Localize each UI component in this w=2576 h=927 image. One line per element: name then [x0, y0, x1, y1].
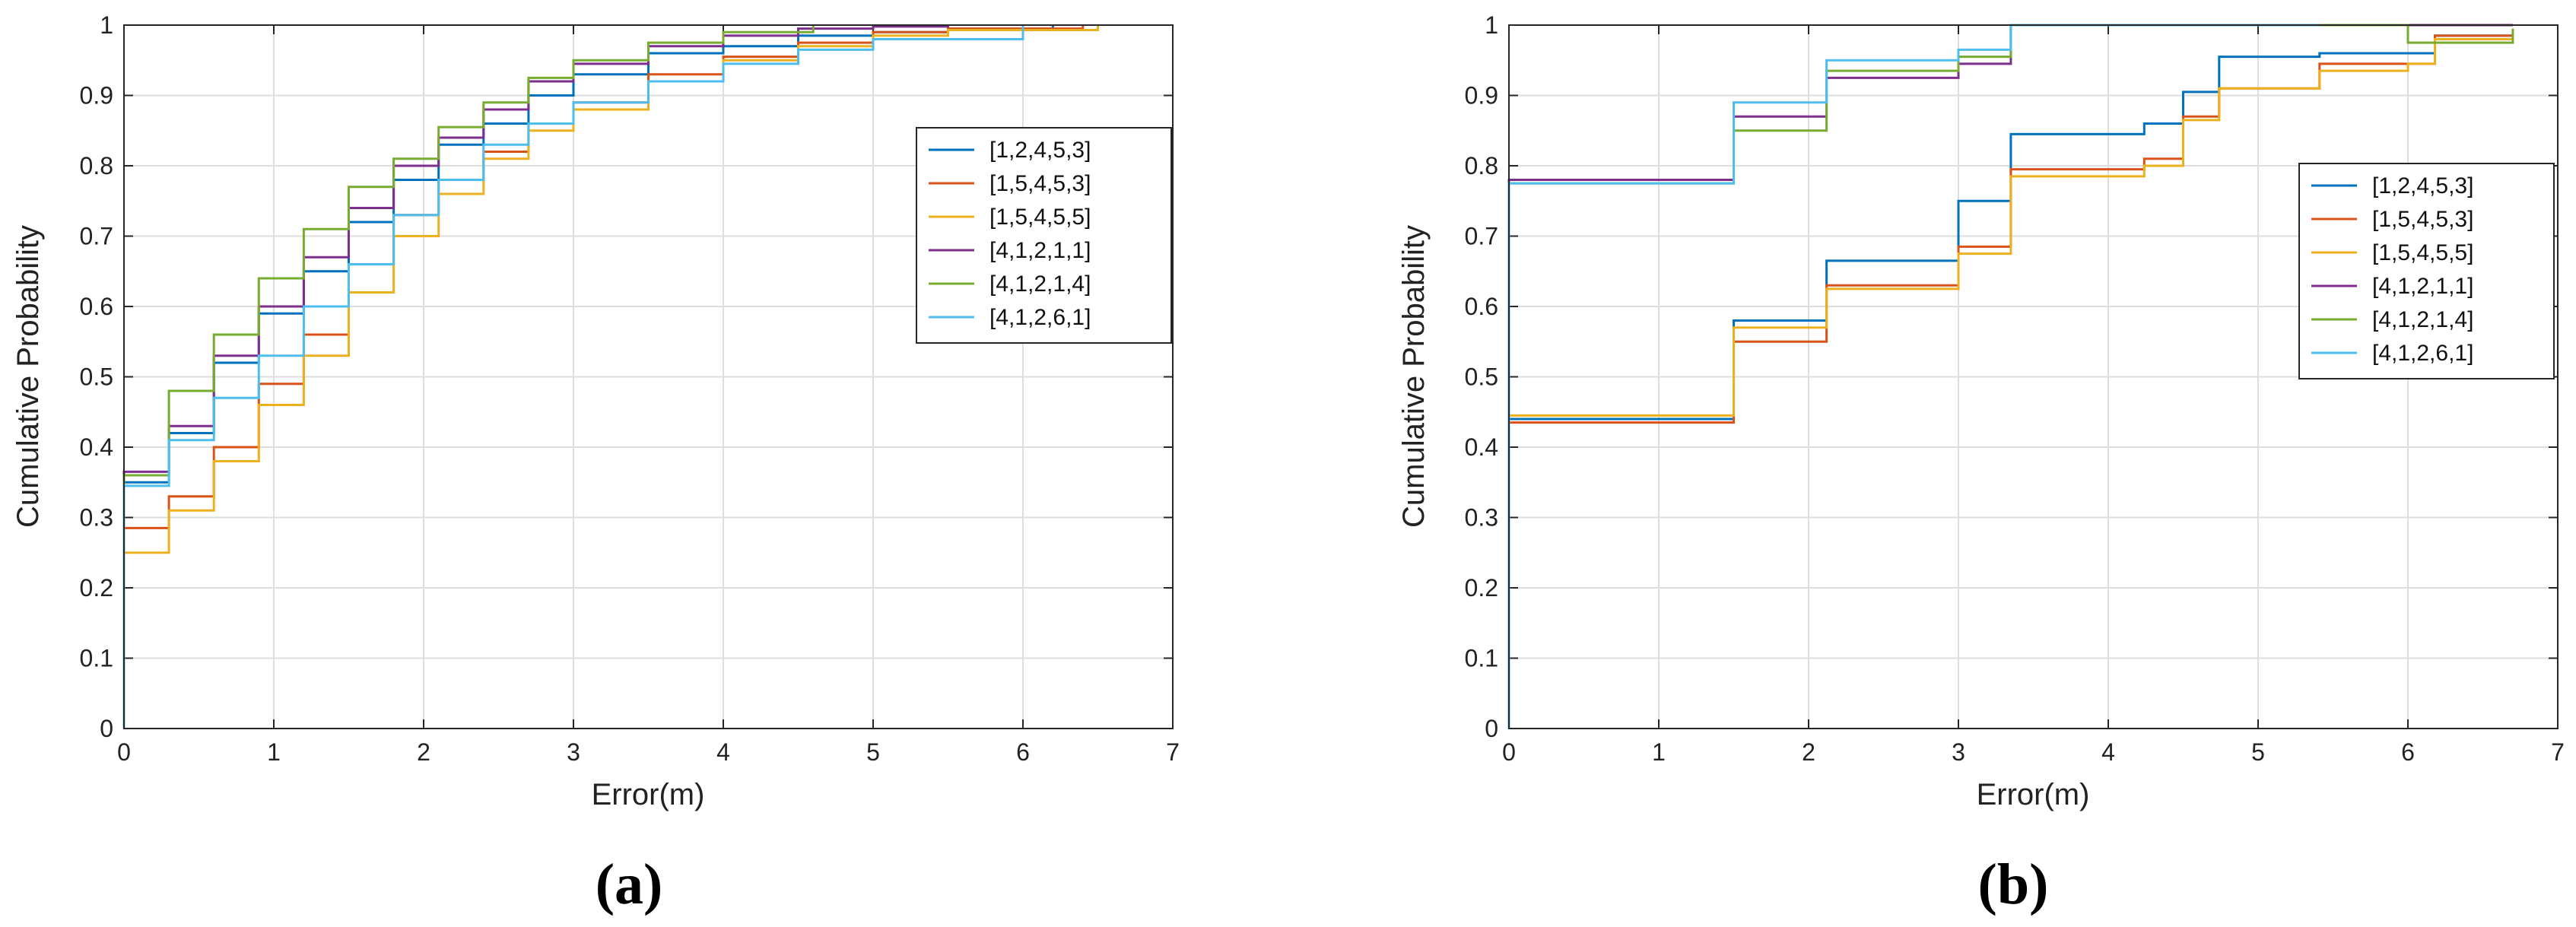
chart-a-x-tick-label: 2: [417, 738, 430, 766]
chart-b-y-tick-label: 0.4: [1465, 433, 1498, 461]
chart-a-y-tick-label: 0.8: [80, 152, 113, 179]
chart-a-x-tick-labels: 0 1 2 3 4 5 6 7: [117, 738, 1180, 766]
chart-b: 0 1 2 3 4 5 6 7 0 0.1 0.2 0.3 0.4 0.5 0.6 0.7 0.8 0.9 1 E…: [1397, 11, 2565, 916]
chart-a-y-tick-labels: 0 0.1 0.2 0.3 0.4 0.5 0.6 0.7 0.8 0.9 1: [80, 11, 113, 742]
chart-b-x-tick-label: 3: [1952, 738, 1965, 766]
chart-b-legend-label-2: [1,5,4,5,3]: [2372, 207, 2473, 232]
chart-a-legend-label-1: [1,2,4,5,3]: [989, 138, 1091, 163]
chart-b-y-tick-label: 0.9: [1465, 82, 1498, 110]
chart-b-x-tick-label: 7: [2551, 738, 2565, 766]
chart-a-x-tick-label: 4: [716, 738, 730, 766]
chart-a-y-tick-label: 0: [100, 715, 113, 742]
chart-a-legend-label-3: [1,5,4,5,5]: [989, 205, 1091, 230]
chart-a-legend-entries: [1,2,4,5,3] [1,5,4,5,3] [1,5,4,5,5] [4,1,2,…: [929, 138, 1091, 330]
chart-a-legend-box: [916, 127, 1172, 344]
chart-b-x-tick-label: 1: [1652, 738, 1666, 766]
chart-b-legend[interactable]: [1,2,4,5,3] [1,5,4,5,3] [1,5,4,5,5] [4,1,2,…: [2298, 163, 2555, 379]
chart-b-y-tick-label: 0.7: [1465, 223, 1498, 250]
chart-a-series-line-6: [122, 25, 1024, 729]
chart-a-y-tick-label: 0.7: [80, 223, 113, 250]
chart-b-series-line-3: [1507, 35, 2514, 729]
chart-a-y-tick-label: 0.6: [80, 293, 113, 320]
chart-b-xlabel: Error(m): [1977, 778, 2090, 811]
chart-b-y-tick-label: 1: [1485, 11, 1498, 39]
chart-a-x-tick-label: 0: [117, 738, 131, 766]
chart-b-x-tick-label: 6: [2401, 738, 2415, 766]
chart-a-x-tick-label: 3: [567, 738, 580, 766]
chart-b-y-tick-label: 0: [1485, 715, 1498, 742]
chart-a-y-tick-label: 0.5: [80, 363, 113, 391]
chart-a-x-tick-label: 6: [1016, 738, 1030, 766]
chart-b-series-line-1: [1507, 34, 2513, 729]
chart-a-y-tick-label: 0.3: [80, 504, 113, 532]
chart-a-x-tick-label: 5: [866, 738, 880, 766]
chart-b-x-tick-label: 0: [1502, 738, 1516, 766]
chart-a-legend[interactable]: [1,2,4,5,3] [1,5,4,5,3] [1,5,4,5,5] [4,1,2,…: [916, 127, 1172, 344]
chart-a-legend-label-4: [4,1,2,1,1]: [989, 238, 1091, 263]
chart-a-panel-label: (a): [596, 852, 663, 916]
chart-b-panel-label: (b): [1978, 852, 2049, 916]
chart-a-legend-label-2: [1,5,4,5,3]: [989, 171, 1091, 196]
chart-a-x-tick-label: 1: [267, 738, 281, 766]
chart-b-legend-label-3: [1,5,4,5,5]: [2372, 240, 2473, 265]
chart-b-x-tick-label: 5: [2251, 738, 2265, 766]
chart-a-series-line-5: [122, 25, 815, 729]
chart-a-xlabel: Error(m): [592, 778, 705, 811]
chart-a-ylabel: Cumulative Probability: [11, 225, 45, 528]
chart-b-legend-box: [2298, 163, 2555, 379]
chart-a-series-line-4: [122, 25, 949, 729]
chart-a: 0 1 2 3 4 5 6 7 0 0.1 0.2 0.3 0.4 0.5 0.6 0.7 0.8 0.9 1 E…: [11, 11, 1180, 916]
chart-b-y-tick-label: 0.2: [1465, 574, 1498, 602]
chart-a-legend-label-5: [4,1,2,1,4]: [989, 271, 1091, 297]
chart-a-y-tick-label: 0.2: [80, 574, 113, 602]
chart-b-x-tick-label: 2: [1802, 738, 1815, 766]
chart-b-ylabel: Cumulative Probability: [1397, 225, 1431, 528]
chart-b-legend-label-1: [1,2,4,5,3]: [2372, 173, 2473, 198]
chart-b-plot-frame: [1508, 24, 2559, 729]
chart-b-y-tick-labels: 0 0.1 0.2 0.3 0.4 0.5 0.6 0.7 0.8 0.9 1: [1465, 11, 1498, 742]
chart-b-series-lines: [1507, 24, 2514, 729]
chart-b-x-tick-labels: 0 1 2 3 4 5 6 7: [1502, 738, 2565, 766]
chart-b-x-tick-label: 4: [2101, 738, 2115, 766]
chart-b-y-tick-label: 0.3: [1465, 504, 1498, 532]
chart-b-series-line-2: [1507, 34, 2513, 729]
chart-a-legend-label-6: [4,1,2,6,1]: [989, 305, 1091, 330]
chart-b-legend-label-4: [4,1,2,1,1]: [2372, 274, 2473, 299]
chart-a-series-lines: [122, 25, 1099, 729]
chart-b-y-tick-label: 0.1: [1465, 645, 1498, 672]
chart-a-y-tick-label: 0.9: [80, 82, 113, 110]
chart-a-y-tick-label: 0.4: [80, 433, 113, 461]
chart-a-y-tick-label: 0.1: [80, 645, 113, 672]
chart-b-legend-label-6: [4,1,2,6,1]: [2372, 341, 2473, 366]
chart-b-y-tick-label: 0.5: [1465, 363, 1498, 391]
chart-b-legend-label-5: [4,1,2,1,4]: [2372, 307, 2473, 332]
chart-a-plot-frame: [123, 24, 1174, 729]
chart-a-y-tick-label: 1: [100, 11, 113, 39]
chart-b-y-tick-label: 0.8: [1465, 152, 1498, 179]
chart-a-x-tick-label: 7: [1166, 738, 1180, 766]
chart-b-legend-entries: [1,2,4,5,3] [1,5,4,5,3] [1,5,4,5,5] [4,1,2,…: [2311, 173, 2473, 366]
chart-b-y-tick-label: 0.6: [1465, 293, 1498, 320]
